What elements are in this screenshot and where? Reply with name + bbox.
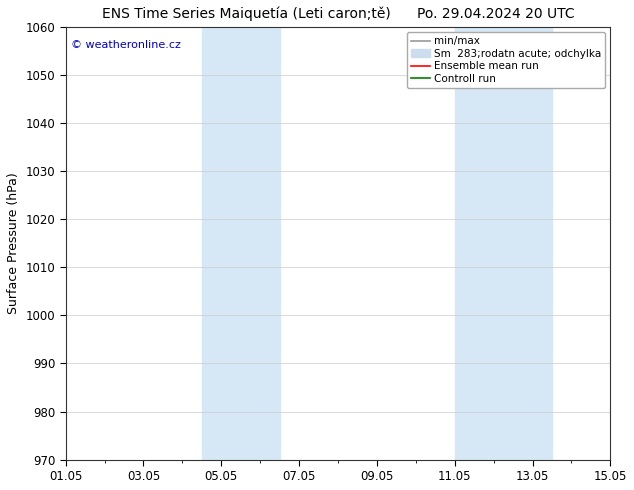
Legend: min/max, Sm  283;rodatn acute; odchylka, Ensemble mean run, Controll run: min/max, Sm 283;rodatn acute; odchylka, …	[406, 32, 605, 88]
Y-axis label: Surface Pressure (hPa): Surface Pressure (hPa)	[7, 172, 20, 314]
Text: © weatheronline.cz: © weatheronline.cz	[71, 40, 181, 50]
Bar	[202, 27, 280, 460]
Bar	[455, 27, 552, 460]
Title: ENS Time Series Maiquetía (Leti caron;tě)      Po. 29.04.2024 20 UTC: ENS Time Series Maiquetía (Leti caron;tě…	[101, 7, 574, 22]
